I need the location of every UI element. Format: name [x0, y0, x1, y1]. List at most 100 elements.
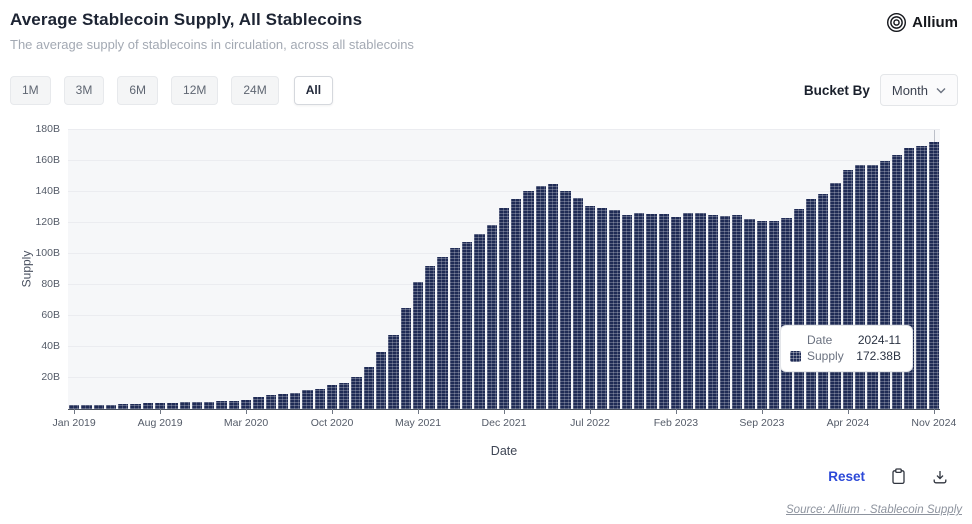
- bar-2024-05[interactable]: [855, 164, 866, 409]
- bucket-by-select[interactable]: Month: [879, 74, 958, 106]
- range-button-3m[interactable]: 3M: [63, 75, 105, 105]
- bar-2023-03[interactable]: [683, 213, 694, 409]
- bar-2020-03[interactable]: [240, 400, 252, 409]
- range-button-12m[interactable]: 12M: [171, 75, 219, 105]
- bar-2019-05[interactable]: [118, 404, 129, 409]
- download-button[interactable]: [932, 469, 948, 485]
- y-tick-label: 60B: [41, 309, 60, 322]
- bar-2022-03[interactable]: [535, 185, 546, 409]
- bar-2020-12[interactable]: [351, 377, 362, 409]
- bar-2019-06[interactable]: [130, 403, 141, 409]
- bar-2021-01[interactable]: [363, 367, 375, 409]
- bar-2019-09[interactable]: [167, 402, 178, 409]
- bar-2022-02[interactable]: [523, 191, 534, 409]
- bar-2020-04[interactable]: [253, 397, 264, 409]
- bar-2020-02[interactable]: [228, 400, 239, 409]
- bar-2019-04[interactable]: [105, 404, 117, 409]
- bar-2021-07[interactable]: [437, 257, 448, 409]
- bar-2021-05[interactable]: [412, 281, 424, 409]
- bar-2022-07[interactable]: [584, 205, 596, 409]
- bar-2024-04[interactable]: [842, 170, 853, 409]
- x-tick-label: Dec 2021: [481, 417, 527, 429]
- bar-2019-07[interactable]: [142, 402, 153, 409]
- bar-2020-08[interactable]: [302, 390, 313, 409]
- bar-2021-12[interactable]: [498, 207, 510, 409]
- range-button-6m[interactable]: 6M: [117, 75, 159, 105]
- bar-2020-10[interactable]: [326, 385, 338, 409]
- bar-2024-03[interactable]: [830, 182, 841, 409]
- bar-2024-06[interactable]: [867, 164, 878, 409]
- bar-2019-08[interactable]: [154, 402, 166, 409]
- bar-2020-01[interactable]: [216, 401, 227, 409]
- bar-2020-05[interactable]: [265, 395, 276, 409]
- bar-2022-06[interactable]: [572, 197, 583, 409]
- bar-2023-07[interactable]: [732, 215, 743, 409]
- y-tick-label: 140B: [35, 185, 60, 197]
- x-tick-label: Oct 2020: [310, 417, 354, 429]
- y-tick-label: 20B: [41, 371, 60, 384]
- bar-2022-01[interactable]: [511, 199, 522, 409]
- bar-2019-10[interactable]: [179, 402, 190, 409]
- allium-logo-icon: [886, 12, 907, 33]
- range-button-1m[interactable]: 1M: [10, 75, 51, 105]
- bar-2022-10[interactable]: [621, 215, 632, 409]
- bar-2019-03[interactable]: [93, 404, 104, 409]
- bar-2019-12[interactable]: [204, 401, 215, 409]
- range-button-24m[interactable]: 24M: [231, 75, 279, 105]
- source-link[interactable]: Source: Allium · Stablecoin Supply: [786, 504, 962, 516]
- bar-2021-08[interactable]: [449, 247, 460, 409]
- bar-2019-01[interactable]: [69, 405, 80, 409]
- bar-2023-09[interactable]: [756, 221, 768, 409]
- bar-2023-11[interactable]: [781, 217, 792, 409]
- x-tick-mark: [246, 409, 248, 414]
- bar-2023-05[interactable]: [707, 215, 718, 409]
- bar-2023-02[interactable]: [670, 216, 682, 409]
- bar-2024-02[interactable]: [818, 194, 829, 409]
- bucket-by-label: Bucket By: [803, 82, 870, 98]
- bucket-by: Bucket By Month: [804, 74, 958, 106]
- range-button-all[interactable]: All: [293, 75, 334, 105]
- bar-2022-05[interactable]: [560, 191, 571, 409]
- bar-2020-11[interactable]: [339, 382, 350, 409]
- bar-2021-11[interactable]: [486, 224, 497, 409]
- x-tick-mark: [675, 409, 677, 414]
- y-tick-label: 180B: [35, 123, 60, 135]
- bar-2021-02[interactable]: [376, 351, 387, 409]
- clipboard-icon: [891, 468, 906, 485]
- bar-2023-04[interactable]: [695, 213, 706, 409]
- bar-2022-04[interactable]: [547, 184, 559, 409]
- bar-2023-08[interactable]: [744, 219, 755, 409]
- bar-2020-09[interactable]: [314, 388, 325, 409]
- bar-2022-11[interactable]: [633, 213, 645, 409]
- chart-actions: Reset: [828, 468, 948, 485]
- bar-2022-08[interactable]: [597, 207, 608, 409]
- bar-2024-09[interactable]: [904, 147, 915, 409]
- bar-2021-06[interactable]: [425, 266, 436, 409]
- bar-2023-12[interactable]: [793, 208, 804, 409]
- bar-2021-04[interactable]: [400, 308, 411, 409]
- bar-2021-09[interactable]: [462, 241, 473, 409]
- bar-2023-06[interactable]: [719, 216, 731, 409]
- bar-2020-07[interactable]: [290, 392, 301, 409]
- bar-2019-02[interactable]: [81, 405, 92, 409]
- reset-button[interactable]: Reset: [828, 469, 865, 484]
- bar-2024-11[interactable]: [928, 141, 939, 409]
- bar-2023-10[interactable]: [769, 221, 780, 409]
- bar-2022-09[interactable]: [609, 209, 620, 409]
- bar-2022-12[interactable]: [646, 214, 657, 409]
- bar-2019-11[interactable]: [191, 401, 203, 409]
- bar-2024-01[interactable]: [805, 199, 817, 409]
- bar-2024-07[interactable]: [879, 161, 890, 409]
- series-swatch-icon: [790, 350, 801, 362]
- x-tick-mark: [933, 409, 935, 414]
- bar-2023-01[interactable]: [658, 214, 669, 409]
- bar-2021-10[interactable]: [474, 233, 485, 409]
- bar-2020-06[interactable]: [277, 393, 289, 409]
- bar-2021-03[interactable]: [388, 334, 399, 409]
- bar-2024-10[interactable]: [916, 146, 927, 409]
- copy-to-clipboard-button[interactable]: [891, 468, 906, 485]
- x-tick-mark: [847, 409, 849, 414]
- x-tick-mark: [761, 409, 763, 414]
- bar-2024-08[interactable]: [891, 154, 903, 409]
- range-button-group: 1M 3M 6M 12M 24M All: [10, 75, 334, 105]
